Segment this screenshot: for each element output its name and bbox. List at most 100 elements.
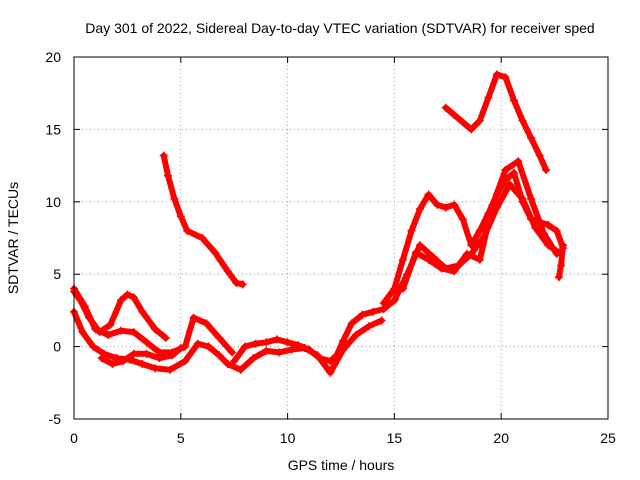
y-tick-label: 10 (45, 194, 61, 210)
data-point-track-7 (287, 345, 296, 354)
data-point-track-11 (458, 118, 467, 127)
data-point-track-2 (78, 328, 87, 337)
data-point-track-3 (142, 338, 151, 347)
x-tick-label: 20 (493, 430, 509, 446)
data-point-track-4 (168, 351, 177, 360)
x-tick-label: 10 (280, 430, 296, 446)
data-point-track-5 (170, 194, 179, 203)
data-point-track-10 (450, 267, 459, 276)
data-point-track-6 (369, 307, 378, 316)
data-point-track-8 (450, 200, 459, 209)
data-point-track-7 (313, 351, 322, 360)
data-point-track-11 (510, 96, 519, 105)
data-point-track-1 (116, 296, 125, 305)
x-tick-label: 15 (387, 430, 403, 446)
data-point-track-6 (283, 338, 292, 347)
data-point-track-3 (215, 333, 224, 342)
data-point-track-7 (364, 322, 373, 331)
data-point-track-1 (123, 290, 132, 299)
data-point-track-7 (339, 345, 348, 354)
data-point-track-1 (151, 325, 160, 334)
y-tick-label: 20 (45, 49, 61, 65)
data-point-track-6 (326, 357, 335, 366)
data-point-track-7 (236, 365, 245, 374)
data-point-track-11 (475, 116, 484, 125)
data-point-track-10 (475, 255, 484, 264)
series-track-2 (71, 308, 244, 373)
data-point-track-11 (535, 151, 544, 160)
data-point-track-4 (97, 354, 106, 363)
data-point-track-10 (398, 284, 407, 293)
data-point-track-9 (505, 180, 514, 189)
data-point-track-10 (411, 248, 420, 257)
data-point-track-4 (108, 359, 117, 368)
data-point-track-5 (159, 151, 168, 160)
data-point-track-11 (542, 165, 551, 174)
data-point-track-6 (240, 342, 249, 351)
data-point-track-8 (433, 200, 442, 209)
data-point-track-4 (155, 354, 164, 363)
data-point-track-7 (249, 354, 258, 363)
data-point-track-11 (441, 103, 450, 112)
data-point-track-1 (138, 307, 147, 316)
data-point-track-5 (176, 212, 185, 221)
data-point-track-5 (232, 278, 241, 287)
plot-area (70, 70, 568, 377)
data-point-track-2 (223, 359, 232, 368)
x-tick-label: 25 (600, 430, 616, 446)
data-point-track-3 (104, 331, 113, 340)
data-point-track-3 (91, 325, 100, 334)
data-point-track-11 (501, 73, 510, 82)
data-point-track-5 (210, 248, 219, 257)
data-point-track-6 (272, 335, 281, 344)
data-point-track-10 (437, 264, 446, 273)
data-point-track-12 (554, 273, 563, 282)
data-point-track-10 (527, 194, 536, 203)
data-point-track-9 (531, 223, 540, 232)
data-point-track-6 (358, 310, 367, 319)
y-tick-label: 5 (53, 266, 61, 282)
data-point-track-10 (514, 157, 523, 166)
data-point-track-2 (215, 351, 224, 360)
data-point-track-9 (518, 194, 527, 203)
grid (74, 57, 608, 419)
data-point-track-11 (484, 93, 493, 102)
data-point-track-8 (416, 205, 425, 214)
data-point-track-8 (510, 168, 519, 177)
data-point-track-10 (488, 200, 497, 209)
data-point-track-7 (351, 331, 360, 340)
data-point-track-7 (377, 316, 386, 325)
data-point-track-2 (138, 359, 147, 368)
series-track-5 (160, 152, 246, 288)
data-point-track-2 (151, 364, 160, 373)
data-point-track-6 (251, 339, 260, 348)
y-tick-label: 0 (53, 339, 61, 355)
x-axis-label: GPS time / hours (288, 457, 395, 473)
y-tick-label: -5 (49, 411, 62, 427)
data-point-track-11 (527, 134, 536, 143)
series-track-9 (391, 181, 564, 304)
data-point-track-6 (230, 357, 239, 366)
series-track-8 (380, 169, 567, 307)
data-point-track-3 (228, 348, 237, 357)
data-point-track-9 (416, 241, 425, 250)
data-point-track-8 (467, 241, 476, 250)
data-point-track-8 (424, 190, 433, 199)
data-point-track-5 (163, 171, 172, 180)
chart-title: Day 301 of 2022, Sidereal Day-to-day VTE… (85, 20, 594, 36)
data-point-track-2 (204, 342, 213, 351)
data-point-track-8 (441, 203, 450, 212)
plot-frame (73, 56, 609, 420)
data-point-track-11 (450, 110, 459, 119)
data-point-track-10 (539, 229, 548, 238)
data-point-track-4 (119, 357, 128, 366)
data-point-track-11 (518, 116, 527, 125)
data-point-track-2 (89, 342, 98, 351)
data-point-track-9 (390, 296, 399, 305)
data-point-track-8 (475, 226, 484, 235)
data-point-track-11 (467, 125, 476, 134)
data-point-track-8 (407, 226, 416, 235)
data-point-track-2 (166, 365, 175, 374)
data-point-track-7 (326, 368, 335, 377)
